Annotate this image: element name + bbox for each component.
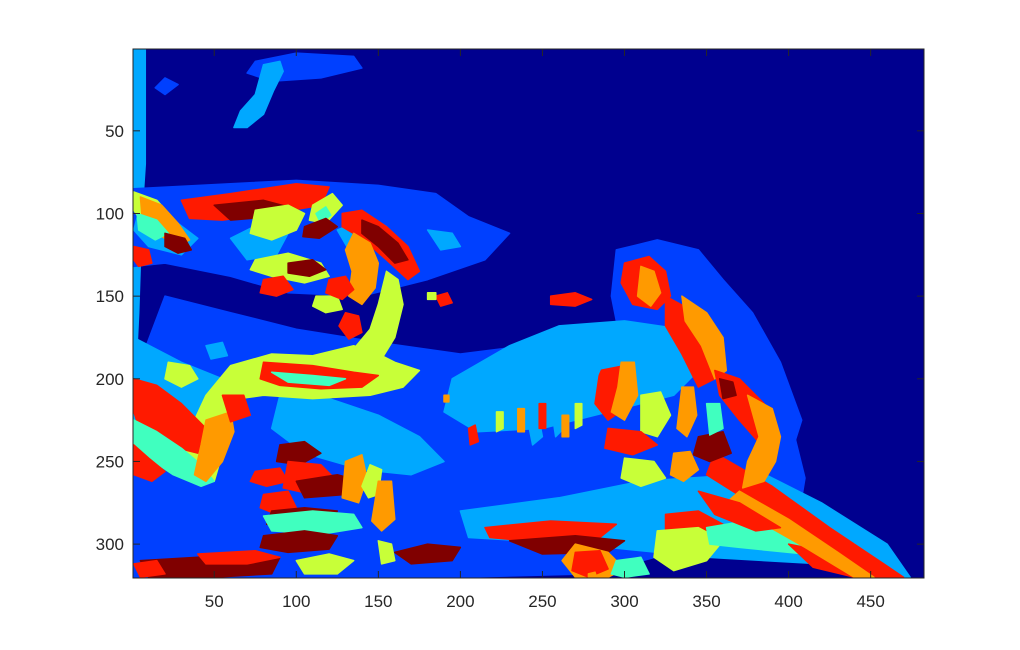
plot-frame	[132, 48, 925, 579]
heatmap-region	[435, 292, 453, 307]
heatmap-region	[133, 245, 153, 268]
x-tick-label: 200	[446, 592, 474, 611]
heatmap-region	[136, 212, 170, 241]
y-axis: 50 100 150 200 250 300	[96, 122, 924, 554]
heatmap-region	[315, 206, 332, 225]
heatmap-region	[604, 427, 659, 456]
heatmap-region	[394, 543, 462, 565]
heatmap-region	[476, 369, 491, 416]
heatmap-region	[574, 402, 583, 430]
heatmap-region	[640, 391, 672, 438]
heatmap-region	[133, 559, 166, 578]
heatmap-region	[495, 411, 504, 433]
heatmap-region	[571, 549, 609, 578]
heatmap-region	[443, 394, 450, 403]
heatmap-region	[426, 229, 462, 251]
heatmap-region	[154, 77, 179, 96]
heatmap-region	[484, 520, 618, 542]
heatmap-region	[676, 386, 698, 438]
heatmap-region	[705, 402, 724, 436]
heatmap-region	[697, 490, 782, 532]
heatmap-region	[275, 440, 322, 466]
heatmap-region	[371, 480, 396, 532]
x-tick-label: 300	[610, 592, 638, 611]
x-tick-label: 450	[856, 592, 884, 611]
y-tick-label: 150	[96, 287, 124, 306]
y-tick-label: 300	[96, 535, 124, 554]
y-tick-label: 200	[96, 370, 124, 389]
x-axis: 50 100 150 200 250 300 350 400 450	[205, 49, 885, 611]
heatmap-region	[467, 424, 480, 446]
heatmap-region	[197, 549, 281, 565]
heatmap-region	[517, 407, 526, 433]
heatmap-region	[249, 467, 289, 488]
x-tick-label: 50	[205, 592, 224, 611]
heatmap-region	[587, 571, 598, 578]
heatmap-region	[295, 553, 355, 575]
heatmap-region	[610, 361, 639, 421]
heatmap-region	[341, 454, 368, 504]
y-tick-label: 100	[96, 204, 124, 223]
heatmap-region	[669, 450, 700, 483]
heatmap-region	[549, 292, 593, 307]
heatmap-regions	[133, 49, 911, 578]
heatmap-region	[344, 232, 380, 306]
heatmap-region	[426, 292, 437, 301]
heatmap-region	[259, 530, 339, 554]
heatmap-region	[620, 457, 667, 488]
y-tick-label: 250	[96, 452, 124, 471]
heatmap-region	[610, 556, 650, 578]
heatmap-region	[636, 265, 662, 307]
x-tick-label: 250	[528, 592, 556, 611]
heatmap-region	[287, 259, 327, 278]
heatmap-region	[361, 219, 409, 264]
heatmap-region	[492, 358, 511, 413]
heatmap-region	[538, 402, 547, 430]
heatmap-region	[718, 378, 737, 400]
heatmap-region	[233, 60, 284, 129]
heatmap-region	[302, 217, 339, 240]
heatmap-region	[259, 275, 294, 297]
heatmap-region	[325, 275, 355, 301]
heatmap-region	[164, 232, 193, 254]
x-tick-label: 400	[774, 592, 802, 611]
heatmap-region	[692, 430, 732, 463]
heatmap-region	[270, 371, 347, 387]
heatmap-region	[525, 402, 544, 446]
x-tick-label: 150	[364, 592, 392, 611]
heatmap-region	[554, 331, 580, 397]
heatmap-region	[512, 348, 532, 405]
heatmap-region	[249, 204, 306, 241]
heatmap-region	[653, 526, 724, 572]
y-tick-label: 50	[105, 122, 124, 141]
heatmap-region	[205, 341, 229, 360]
heatmap-region	[577, 328, 606, 390]
heatmap-region	[133, 444, 166, 483]
heatmap-region	[741, 394, 782, 489]
heatmap-region	[338, 311, 363, 340]
heatmap-region	[533, 338, 555, 400]
heatmap-region	[221, 394, 252, 423]
heatmap-region	[164, 361, 199, 388]
heatmap-region	[262, 510, 363, 535]
heatmap-region	[561, 414, 570, 438]
x-tick-label: 100	[282, 592, 310, 611]
x-tick-label: 350	[692, 592, 720, 611]
heatmap-region	[377, 540, 396, 565]
